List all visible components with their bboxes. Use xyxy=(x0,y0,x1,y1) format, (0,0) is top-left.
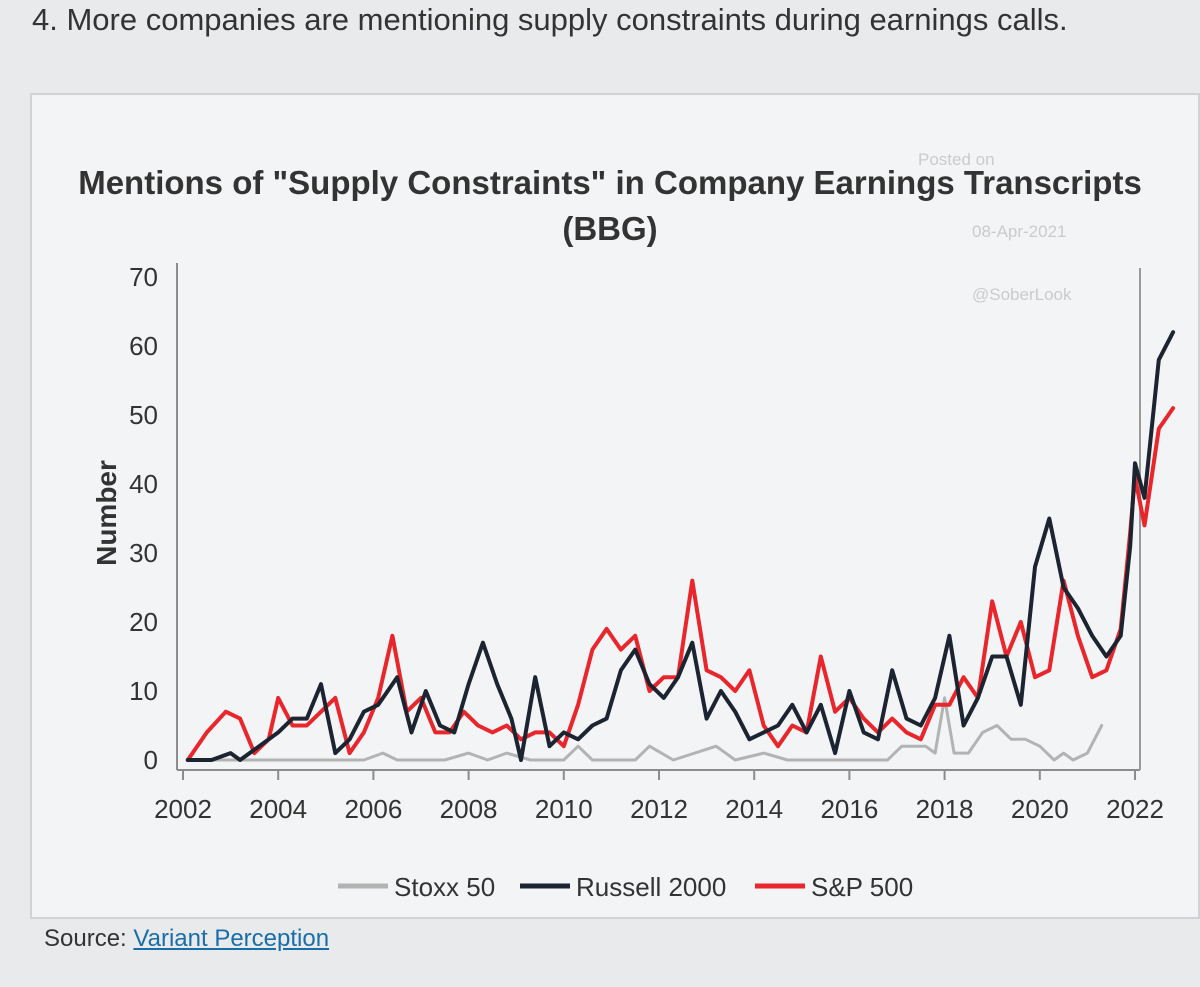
y-tick-label: 70 xyxy=(129,262,158,292)
x-tick-label: 2018 xyxy=(916,794,974,824)
x-tick-label: 2002 xyxy=(154,794,212,824)
legend-label: Stoxx 50 xyxy=(394,872,495,902)
chart-title-line-1: Mentions of "Supply Constraints" in Comp… xyxy=(78,164,1142,201)
x-tick-label: 2016 xyxy=(820,794,878,824)
x-tick-label: 2014 xyxy=(725,794,783,824)
source-link[interactable]: Variant Perception xyxy=(133,925,330,952)
watermark-posted: Posted on xyxy=(918,150,995,169)
x-tick-label: 2006 xyxy=(344,794,402,824)
series-line-stoxx-50 xyxy=(186,696,1104,762)
watermark-date: 08-Apr-2021 xyxy=(972,222,1067,241)
chart-title-line-2: (BBG) xyxy=(562,210,658,247)
y-tick-label: 50 xyxy=(129,400,158,430)
chart-title: Mentions of "Supply Constraints" in Comp… xyxy=(30,160,1190,252)
source-label: Source: xyxy=(44,925,127,952)
series-line-s-p-500 xyxy=(185,406,1176,762)
y-tick-label: 0 xyxy=(144,745,158,775)
source-line: Source: Variant Perception xyxy=(44,925,329,953)
x-tick-label: 2012 xyxy=(630,794,688,824)
page-heading: 4. More companies are mentioning supply … xyxy=(32,2,1068,37)
legend-label: S&P 500 xyxy=(811,872,913,902)
y-tick-label: 10 xyxy=(129,676,158,706)
y-tick-label: 40 xyxy=(129,469,158,499)
watermark-handle: @SoberLook xyxy=(972,285,1072,304)
chart-card xyxy=(30,93,1200,919)
x-tick-label: 2008 xyxy=(440,794,498,824)
y-tick-label: 60 xyxy=(129,331,158,361)
x-tick-label: 2010 xyxy=(535,794,593,824)
y-tick-label: 20 xyxy=(129,607,158,637)
x-tick-label: 2022 xyxy=(1106,794,1164,824)
x-tick-label: 2020 xyxy=(1011,794,1069,824)
y-axis-label: Number xyxy=(91,460,122,566)
x-tick-label: 2004 xyxy=(249,794,307,824)
series-line-russell-2000 xyxy=(185,330,1176,762)
legend-label: Russell 2000 xyxy=(576,872,726,902)
y-tick-label: 30 xyxy=(129,538,158,568)
